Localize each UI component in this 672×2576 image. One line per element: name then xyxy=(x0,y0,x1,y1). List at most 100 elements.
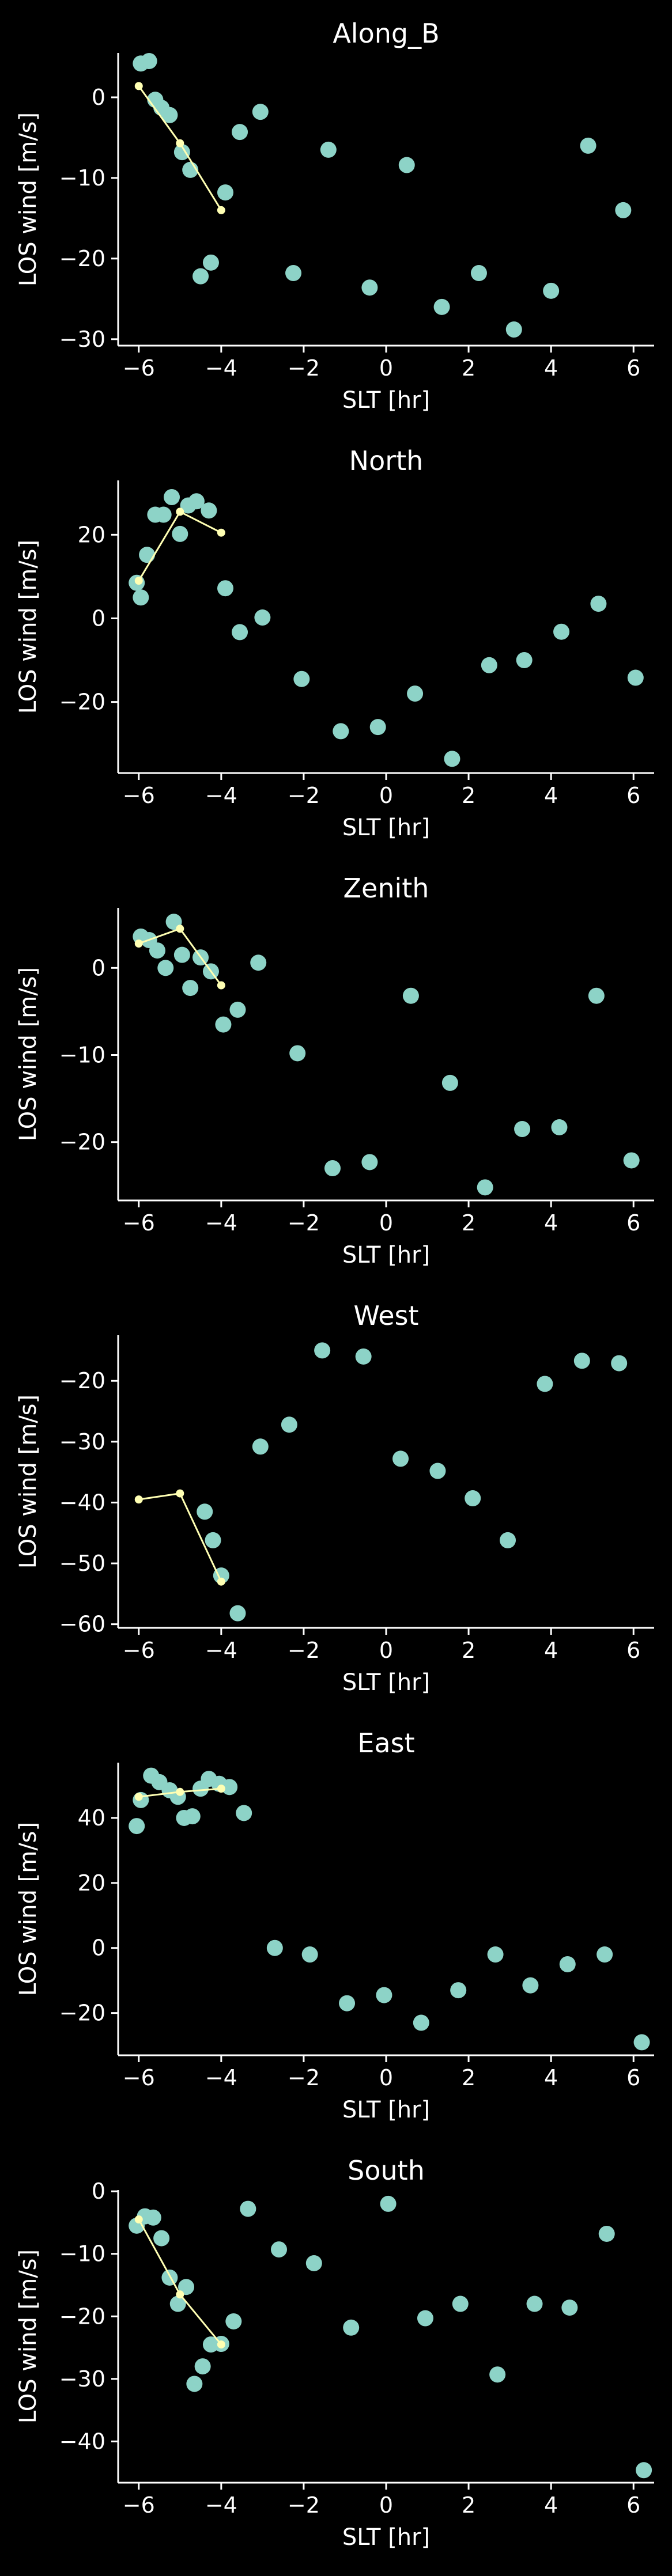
scatter-point xyxy=(339,1995,356,2011)
scatter-point xyxy=(477,1179,493,1196)
x-tick-label: −4 xyxy=(205,2065,237,2090)
x-tick-label: −4 xyxy=(205,1210,237,1236)
scatter-point xyxy=(141,52,157,69)
x-tick-label: 0 xyxy=(379,1210,393,1236)
scatter-point xyxy=(236,1805,252,1821)
scatter-point xyxy=(413,2014,429,2031)
scatter-point xyxy=(392,1450,409,1467)
x-axis-label: SLT [hr] xyxy=(342,1669,430,1696)
x-tick-label: 4 xyxy=(544,1638,558,1663)
scatter-point xyxy=(441,1074,458,1091)
scatter-point xyxy=(194,2358,211,2375)
scatter-point xyxy=(355,1348,372,1365)
x-tick-label: −4 xyxy=(205,1638,237,1663)
scatter-point xyxy=(481,657,497,673)
scatter-point xyxy=(588,987,605,1004)
y-axis-label: LOS wind [m/s] xyxy=(15,1395,41,1569)
scatter-point xyxy=(139,547,156,563)
y-axis-label: LOS wind [m/s] xyxy=(15,2249,41,2423)
scatter-point xyxy=(254,609,271,626)
scatter-point xyxy=(314,1342,331,1359)
y-tick-label: −20 xyxy=(59,2001,105,2026)
scatter-point xyxy=(417,2310,433,2327)
scatter-point xyxy=(153,2230,170,2247)
scatter-point xyxy=(217,580,233,597)
fit-line-marker xyxy=(176,139,184,147)
y-tick-label: −20 xyxy=(59,1130,105,1155)
x-tick-label: 0 xyxy=(379,355,393,381)
scatter-point xyxy=(590,596,607,612)
scatter-point xyxy=(623,1152,640,1169)
scatter-point xyxy=(271,2241,287,2258)
y-tick-label: −40 xyxy=(59,2429,105,2454)
scatter-point xyxy=(559,1956,576,1972)
scatter-point xyxy=(149,942,165,959)
x-tick-label: −2 xyxy=(288,1638,320,1663)
scatter-point xyxy=(161,107,178,123)
scatter-point xyxy=(178,2279,195,2295)
scatter-point xyxy=(164,489,180,506)
scatter-point xyxy=(343,2319,360,2336)
y-tick-label: −30 xyxy=(59,1429,105,1454)
fit-line-marker xyxy=(134,82,143,90)
scatter-point xyxy=(636,2462,652,2479)
x-tick-label: 0 xyxy=(379,2065,393,2090)
x-tick-label: −6 xyxy=(123,783,155,808)
x-tick-label: −2 xyxy=(288,1210,320,1236)
fit-line-marker xyxy=(217,528,225,537)
scatter-point xyxy=(172,525,188,542)
x-tick-label: −6 xyxy=(123,2065,155,2090)
x-tick-label: 4 xyxy=(544,2492,558,2518)
y-tick-label: −20 xyxy=(59,2304,105,2329)
scatter-point xyxy=(250,954,267,971)
scatter-point xyxy=(201,502,217,519)
scatter-point xyxy=(580,137,597,154)
y-tick-label: −30 xyxy=(59,327,105,352)
x-tick-label: 6 xyxy=(626,1210,640,1236)
scatter-point xyxy=(157,960,174,976)
scatter-point xyxy=(285,265,302,282)
x-tick-label: −6 xyxy=(123,355,155,381)
scatter-point xyxy=(232,624,248,641)
scatter-point xyxy=(188,493,205,510)
x-tick-label: 2 xyxy=(462,783,475,808)
fit-line-marker xyxy=(176,1787,184,1796)
scatter-point xyxy=(229,1001,246,1018)
x-tick-label: −2 xyxy=(288,2492,320,2518)
scatter-point xyxy=(324,1160,341,1177)
y-tick-label: 20 xyxy=(78,522,105,547)
scatter-point xyxy=(500,1532,516,1548)
scatter-point xyxy=(221,1779,238,1795)
y-tick-label: −60 xyxy=(59,1612,105,1637)
scatter-point xyxy=(361,1154,378,1170)
scatter-point xyxy=(192,268,209,285)
x-tick-label: 2 xyxy=(462,2492,475,2518)
x-tick-label: 6 xyxy=(626,2492,640,2518)
x-axis-label: SLT [hr] xyxy=(342,387,430,414)
scatter-point xyxy=(450,1982,467,1999)
scatter-point xyxy=(444,751,460,767)
x-axis-label: SLT [hr] xyxy=(342,2097,430,2123)
x-tick-label: 2 xyxy=(462,1638,475,1663)
scatter-point xyxy=(225,2313,242,2329)
scatter-point xyxy=(429,1463,446,1479)
scatter-point xyxy=(333,723,349,740)
x-tick-label: −6 xyxy=(123,1638,155,1663)
x-tick-label: 6 xyxy=(626,783,640,808)
scatter-point xyxy=(470,265,487,282)
scatter-point xyxy=(161,2269,178,2286)
y-tick-label: 0 xyxy=(92,955,105,980)
x-tick-label: −4 xyxy=(205,355,237,381)
x-tick-label: 4 xyxy=(544,1210,558,1236)
scatter-point xyxy=(489,2366,506,2383)
scatter-point xyxy=(615,202,632,218)
chart-title: Zenith xyxy=(343,873,429,904)
x-tick-label: 4 xyxy=(544,2065,558,2090)
scatter-point xyxy=(514,1121,531,1138)
scatter-point xyxy=(281,1416,297,1433)
x-tick-label: 0 xyxy=(379,1638,393,1663)
scatter-point xyxy=(320,141,337,158)
x-axis-label: SLT [hr] xyxy=(342,1242,430,1268)
scatter-point xyxy=(611,1355,628,1372)
